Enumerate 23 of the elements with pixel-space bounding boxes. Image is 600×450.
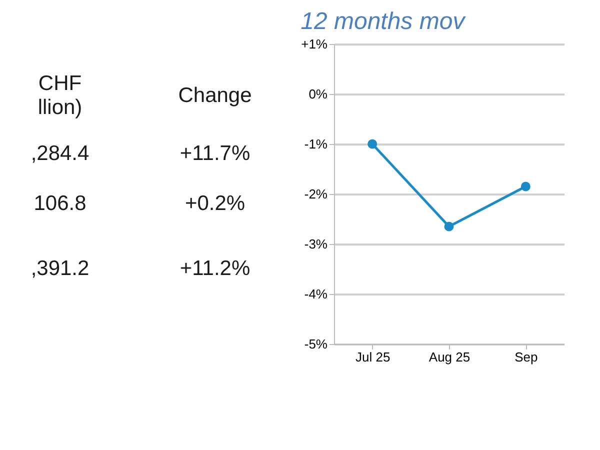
y-tick-label: -2%: [304, 186, 328, 202]
text: llion): [38, 96, 82, 119]
point: [520, 182, 530, 192]
x-tick-label: Aug 25: [428, 350, 470, 364]
text: CHF: [38, 72, 82, 95]
y-tick-label: -3%: [304, 236, 328, 252]
y-tick-label: 0%: [308, 86, 328, 102]
text: Change: [178, 84, 252, 107]
y-tick-label: -5%: [304, 336, 328, 352]
text: 106.8: [34, 192, 86, 215]
text: ,284.4: [30, 142, 90, 165]
x-tick-label: Jul 25: [355, 350, 390, 364]
text: +0.2%: [184, 192, 246, 215]
text: +11.2%: [180, 257, 250, 280]
text: +11.7%: [180, 142, 250, 165]
text: ,391.2: [30, 257, 90, 280]
x-tick-label: Sep: [514, 350, 538, 364]
y-tick-label: +1%: [301, 36, 328, 52]
y-tick-label: -1%: [304, 136, 328, 152]
chart-title: 12 months mov: [300, 8, 467, 35]
y-tick-label: -4%: [304, 286, 328, 302]
point: [368, 139, 378, 149]
point: [444, 222, 454, 232]
